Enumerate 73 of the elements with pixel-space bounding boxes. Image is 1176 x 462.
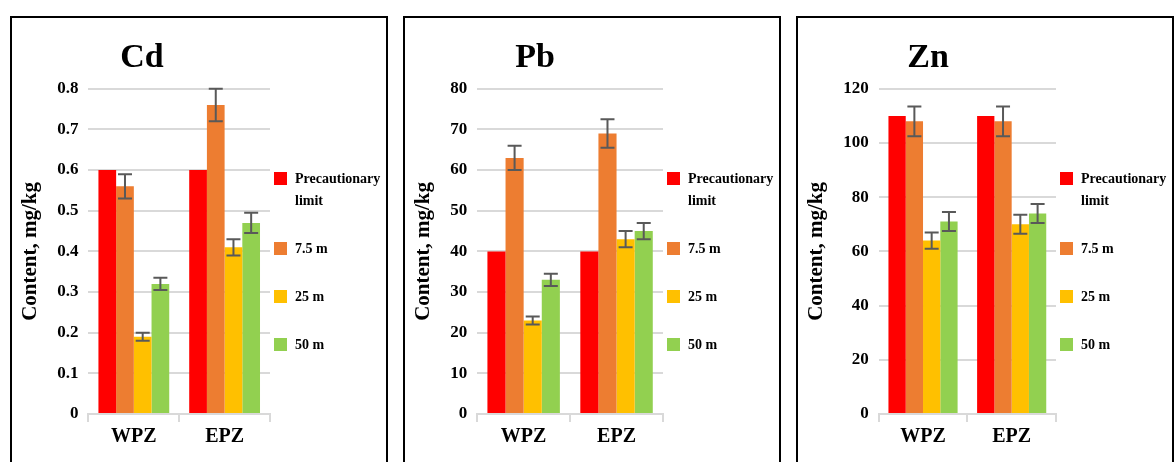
- bar: [505, 157, 524, 413]
- bar: [151, 283, 170, 413]
- legend-label: Precautionary limit: [688, 170, 775, 210]
- bar: [598, 133, 617, 413]
- y-tick-label: 0: [860, 403, 869, 423]
- y-tick-label: 70: [450, 118, 468, 138]
- legend-label: 50 m: [1081, 336, 1112, 354]
- bar: [224, 247, 243, 413]
- y-tick-label: 20: [450, 322, 468, 342]
- legend-label: 25 m: [688, 288, 719, 306]
- y-tick-label: 0.2: [57, 322, 79, 342]
- y-tick-label: 0.5: [57, 200, 79, 220]
- y-tick-label: 80: [450, 78, 468, 98]
- bar: [541, 279, 560, 413]
- bar: [487, 251, 506, 413]
- y-tick-label: 120: [843, 78, 869, 98]
- y-tick-label: 100: [843, 132, 869, 152]
- legend-label: 25 m: [295, 288, 326, 306]
- bar: [634, 231, 653, 413]
- bar: [1028, 213, 1047, 413]
- bar: [977, 115, 995, 413]
- bar: [616, 239, 635, 413]
- bar: [888, 115, 906, 413]
- x-tick-label: WPZ: [900, 424, 946, 447]
- chart-title: Cd: [120, 37, 164, 75]
- y-tick-label: 60: [450, 159, 468, 179]
- bar: [905, 121, 924, 413]
- y-axis-title: Content, mg/kg: [803, 181, 828, 321]
- bar: [206, 105, 225, 413]
- bar: [189, 170, 207, 413]
- x-tick-label: WPZ: [111, 424, 157, 447]
- y-tick-label: 60: [851, 240, 869, 260]
- legend-label: 7.5 m: [1081, 240, 1115, 258]
- y-tick-label: 40: [851, 294, 869, 314]
- legend-label: Precautionary limit: [295, 170, 382, 210]
- y-tick-label: 30: [450, 281, 468, 301]
- y-tick-label: 0.1: [57, 362, 79, 382]
- bar: [580, 251, 599, 413]
- chart-title: Pb: [515, 37, 555, 75]
- x-tick-label: EPZ: [597, 424, 636, 447]
- y-tick-label: 0.7: [57, 118, 79, 138]
- x-tick-label: EPZ: [992, 424, 1032, 447]
- y-tick-label: 0: [69, 403, 79, 423]
- bar: [923, 240, 941, 413]
- legend-label: Precautionary limit: [1081, 170, 1168, 210]
- x-tick-label: EPZ: [205, 424, 245, 447]
- legend-label: 25 m: [1081, 288, 1112, 306]
- y-axis-title: Content, mg/kg: [410, 181, 435, 321]
- y-tick-label: 0.3: [57, 281, 79, 301]
- x-tick-label: WPZ: [500, 424, 547, 447]
- legend-label: 50 m: [688, 336, 719, 354]
- bar: [523, 320, 542, 413]
- y-tick-label: 40: [450, 240, 468, 260]
- chart-title: Zn: [907, 37, 949, 75]
- bar: [1011, 224, 1029, 413]
- y-axis-title: Content, mg/kg: [17, 181, 42, 321]
- y-tick-label: 0.6: [57, 159, 79, 179]
- y-tick-label: 50: [450, 200, 468, 220]
- legend-label: 7.5 m: [295, 240, 329, 258]
- bar: [994, 121, 1012, 413]
- y-tick-label: 80: [851, 186, 869, 206]
- y-tick-label: 0.8: [57, 78, 79, 98]
- bar: [242, 222, 261, 413]
- y-tick-label: 0.4: [57, 240, 79, 260]
- bar: [116, 186, 134, 413]
- bar: [940, 221, 958, 413]
- legend-label: 50 m: [295, 336, 326, 354]
- y-tick-label: 20: [851, 349, 869, 369]
- legend-label: 7.5 m: [688, 240, 722, 258]
- y-tick-label: 10: [450, 362, 468, 382]
- y-tick-label: 0: [458, 403, 468, 423]
- bar: [98, 170, 117, 413]
- bar: [133, 336, 152, 413]
